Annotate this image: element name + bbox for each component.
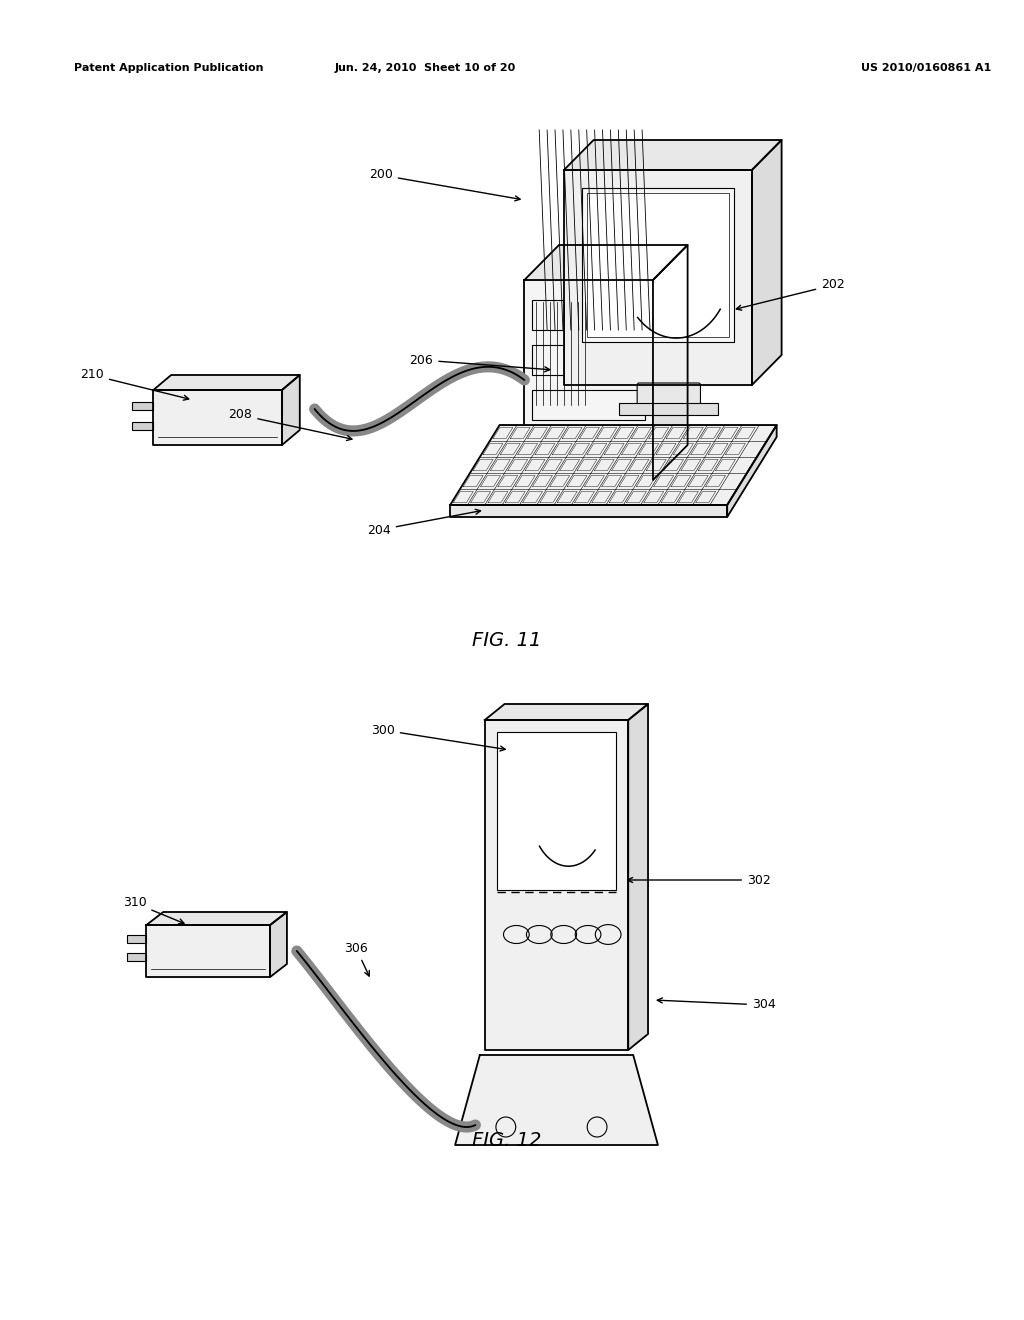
Bar — [532, 436, 557, 450]
Polygon shape — [451, 425, 776, 506]
Text: 304: 304 — [657, 998, 775, 1011]
Polygon shape — [484, 704, 648, 719]
Polygon shape — [154, 375, 300, 389]
Polygon shape — [154, 389, 282, 445]
Bar — [497, 733, 616, 891]
Polygon shape — [146, 912, 287, 925]
FancyBboxPatch shape — [637, 383, 700, 405]
Polygon shape — [524, 246, 687, 280]
Text: 200: 200 — [369, 169, 520, 201]
Text: FIG. 11: FIG. 11 — [472, 631, 542, 649]
Text: 202: 202 — [736, 279, 845, 310]
Text: 302: 302 — [628, 874, 771, 887]
Bar — [132, 403, 154, 411]
Circle shape — [537, 457, 542, 463]
Polygon shape — [451, 506, 727, 517]
Bar — [532, 389, 645, 420]
Bar — [532, 300, 645, 330]
Bar — [582, 187, 734, 342]
Bar — [524, 280, 653, 480]
Polygon shape — [752, 140, 781, 385]
Polygon shape — [564, 170, 752, 385]
Polygon shape — [564, 140, 781, 170]
Text: 306: 306 — [344, 942, 370, 975]
Bar — [587, 193, 729, 337]
Polygon shape — [455, 1055, 658, 1144]
Polygon shape — [270, 912, 287, 977]
Bar — [564, 436, 584, 450]
Polygon shape — [282, 375, 300, 445]
Text: 204: 204 — [367, 510, 480, 536]
Text: 310: 310 — [123, 896, 184, 924]
Text: 300: 300 — [371, 723, 505, 751]
Bar — [132, 422, 154, 430]
Text: 206: 206 — [410, 354, 550, 372]
Text: US 2010/0160861 A1: US 2010/0160861 A1 — [861, 63, 991, 73]
Text: Patent Application Publication: Patent Application Publication — [74, 63, 264, 73]
Bar — [532, 345, 645, 375]
Circle shape — [546, 457, 552, 463]
Polygon shape — [653, 246, 687, 480]
Polygon shape — [727, 425, 776, 517]
Text: FIG. 12: FIG. 12 — [472, 1130, 542, 1150]
Bar — [620, 403, 718, 414]
Text: 208: 208 — [228, 408, 352, 441]
Text: 210: 210 — [80, 368, 188, 400]
Bar — [127, 935, 146, 942]
Polygon shape — [629, 704, 648, 1049]
Text: Jun. 24, 2010  Sheet 10 of 20: Jun. 24, 2010 Sheet 10 of 20 — [335, 63, 516, 73]
Polygon shape — [146, 925, 270, 977]
Polygon shape — [484, 719, 629, 1049]
Bar — [127, 953, 146, 961]
